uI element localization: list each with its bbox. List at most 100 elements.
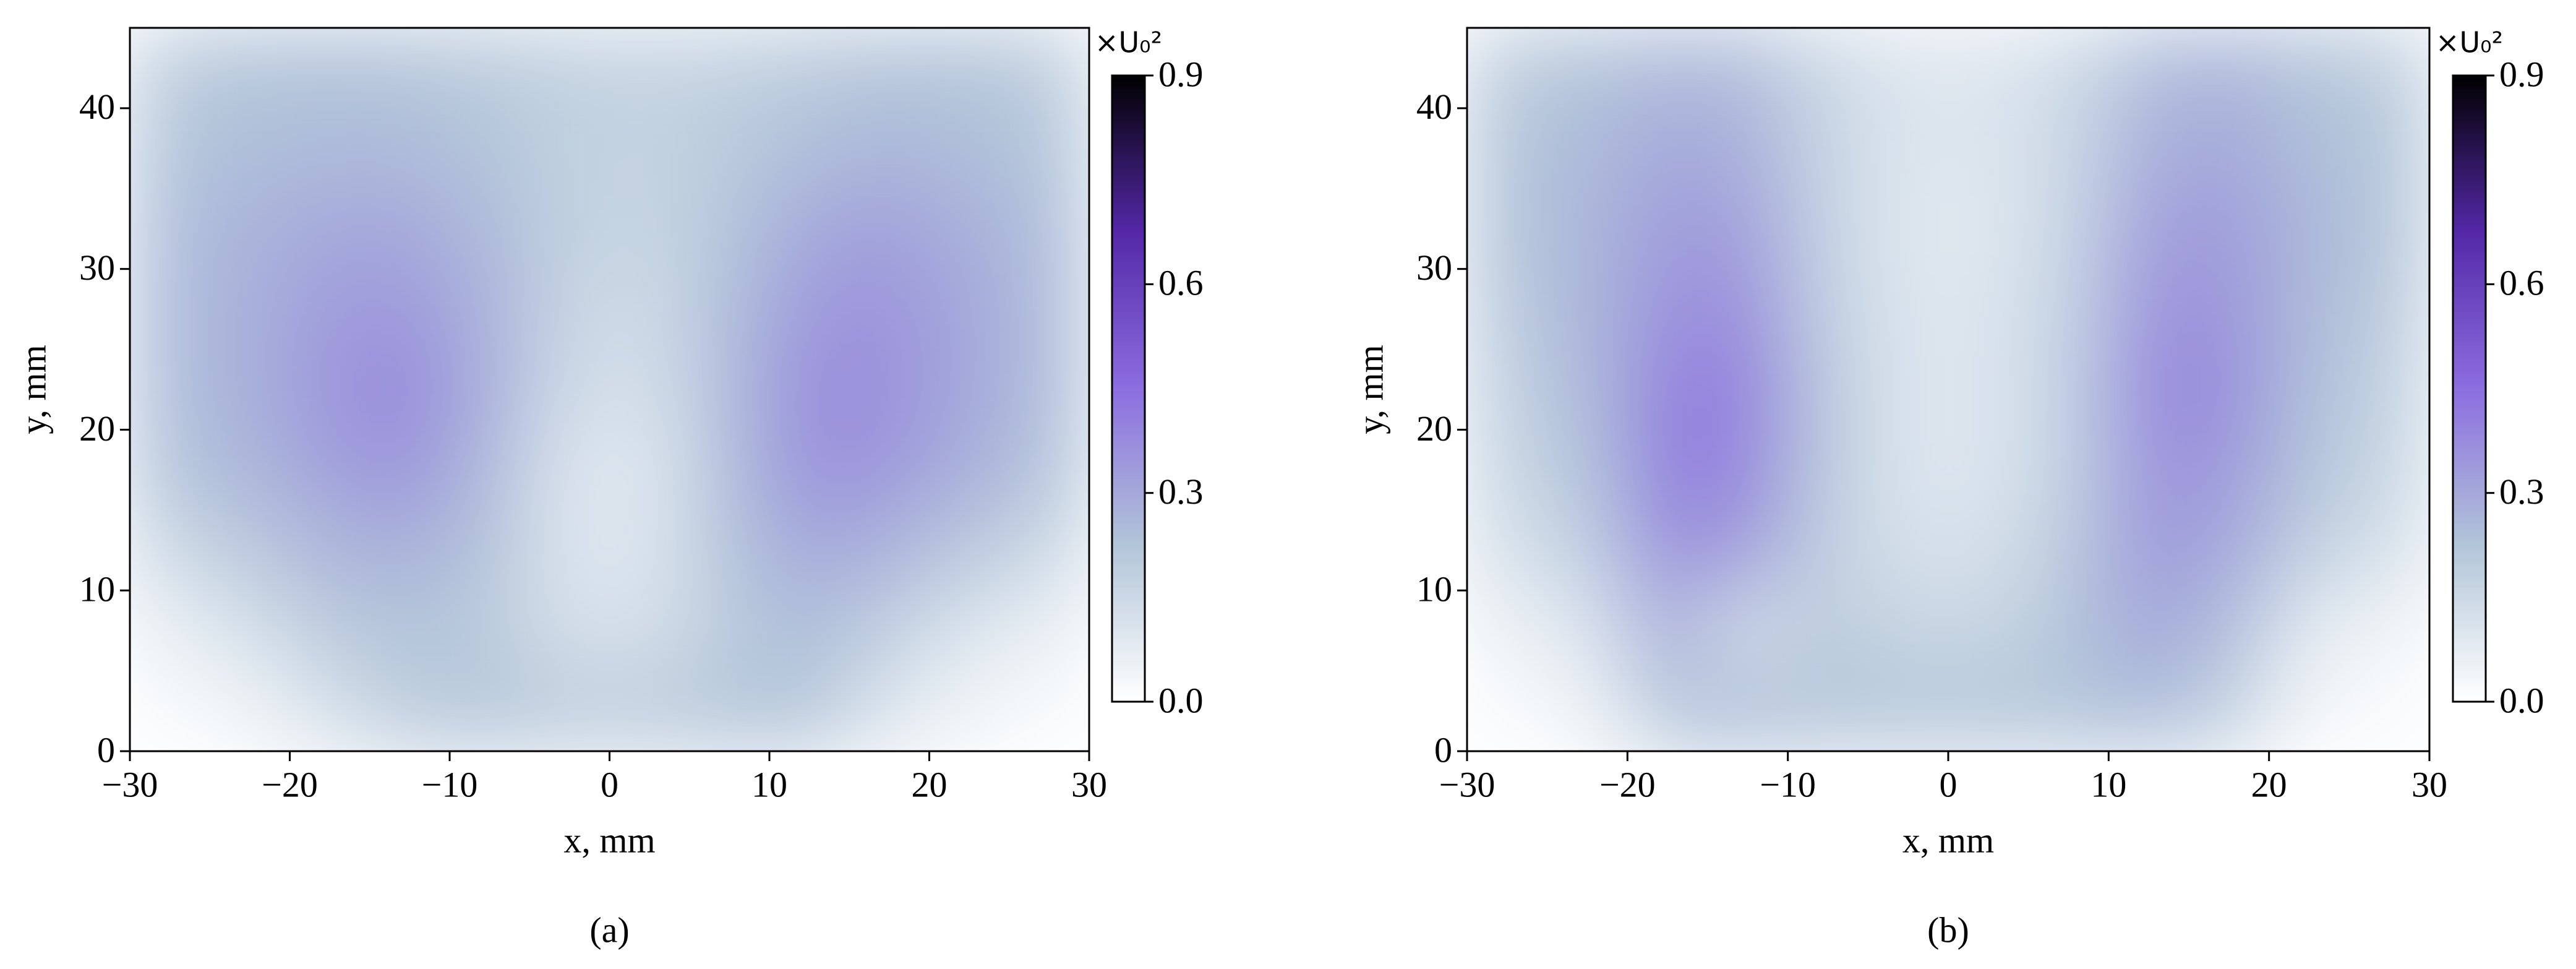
heatmap-cell <box>1546 590 1628 672</box>
heatmap-cell <box>449 429 531 511</box>
heatmap-cell <box>1467 590 1548 672</box>
heatmap-cell <box>1546 107 1628 189</box>
heatmap-cell <box>1546 28 1628 109</box>
heatmap-cell <box>369 268 450 350</box>
heatmap-cell <box>1008 429 1089 511</box>
x-tick-label: 30 <box>2411 764 2447 804</box>
heatmap-cell <box>369 107 450 189</box>
heatmap-cell <box>1787 107 1869 189</box>
heatmap-cell <box>130 107 211 189</box>
heatmap-cell <box>2268 429 2350 511</box>
heatmap-cell <box>209 348 291 431</box>
heatmap-cell <box>449 509 531 592</box>
heatmap-cell <box>289 28 370 109</box>
heatmap-cell <box>449 268 531 350</box>
heatmap-cell <box>609 590 690 672</box>
heatmap-cell <box>688 590 770 672</box>
heatmap-cell <box>688 429 770 511</box>
heatmap-cell <box>688 268 770 350</box>
heatmap-cell <box>2108 670 2189 751</box>
heatmap-cell <box>2348 509 2429 592</box>
heatmap-cell <box>2188 28 2270 109</box>
heatmap-cell <box>1627 429 1708 511</box>
heatmap-cell <box>289 429 370 511</box>
heatmap-cell <box>769 268 850 350</box>
heatmap-cell <box>769 670 850 751</box>
heatmap-cell <box>1867 107 1949 189</box>
heatmap-cell <box>1627 268 1708 350</box>
heatmap-cell <box>2027 268 2110 350</box>
panel-label: (b) <box>1927 910 1969 950</box>
heatmap-cell <box>2188 187 2270 270</box>
heatmap-cell <box>1627 107 1708 189</box>
heatmap-cell <box>1008 670 1089 751</box>
heatmap-cell <box>449 670 531 751</box>
x-tick-label: 0 <box>601 764 618 804</box>
heatmap-cell <box>849 429 930 511</box>
heatmap-cell <box>529 107 610 189</box>
heatmap-cell <box>849 268 930 350</box>
heatmap-cell <box>369 670 450 751</box>
heatmap-cell <box>2027 590 2110 672</box>
heatmap-cell <box>2268 348 2350 431</box>
y-tick-label: 0 <box>97 730 115 770</box>
x-tick-label: −20 <box>1599 764 1656 804</box>
heatmap-cell <box>609 429 690 511</box>
heatmap-cell <box>1948 187 2029 270</box>
heatmap-cell <box>1867 509 1949 592</box>
heatmap-cell <box>1467 187 1548 270</box>
heatmap-cell <box>2348 187 2429 270</box>
heatmap-cell <box>449 107 531 189</box>
heatmap-cell <box>1787 590 1869 672</box>
heatmap-cell <box>2348 429 2429 511</box>
heatmap-cell <box>1948 107 2029 189</box>
heatmap-cell <box>1467 348 1548 431</box>
heatmap-cell <box>1546 187 1628 270</box>
heatmap-cell <box>1546 348 1628 431</box>
x-tick-label: 20 <box>2251 764 2287 804</box>
heatmap-cell <box>369 187 450 270</box>
heatmap-cell <box>449 187 531 270</box>
heatmap-cell <box>1787 348 1869 431</box>
panel-label: (a) <box>589 910 629 950</box>
x-axis-label: x, mm <box>563 820 655 860</box>
heatmap-cell <box>1008 590 1089 672</box>
heatmap-cell <box>1467 429 1548 511</box>
heatmap-cell <box>1627 28 1708 109</box>
colorbar-tick-label: 0.3 <box>1158 472 1204 512</box>
x-tick-label: −30 <box>1439 764 1496 804</box>
heatmap-cell <box>1467 509 1548 592</box>
colorbar <box>2452 74 2487 703</box>
heatmap-cell <box>928 509 1010 592</box>
heatmap-cell <box>769 509 850 592</box>
heatmap-cell <box>209 268 291 350</box>
x-tick-label: 10 <box>2090 764 2126 804</box>
colorbar-tick-label: 0.0 <box>1158 680 1204 720</box>
heatmap-cell <box>1546 670 1628 751</box>
heatmap-cell <box>2348 670 2429 751</box>
heatmap-cell <box>130 670 211 751</box>
heatmap-cell <box>289 107 370 189</box>
heatmap-cell <box>449 28 531 109</box>
heatmap-cell <box>1467 670 1548 751</box>
heatmap-cell <box>529 590 610 672</box>
heatmap-cell <box>1627 509 1708 592</box>
colorbar-tick-label: 0.9 <box>1158 54 1204 94</box>
heatmap-cell <box>529 348 610 431</box>
heatmap-cell <box>2268 268 2350 350</box>
heatmap-cell <box>1948 268 2029 350</box>
heatmap-cell <box>130 187 211 270</box>
heatmap-cell <box>2027 187 2110 270</box>
heatmap-cell <box>1627 187 1708 270</box>
heatmap-cell <box>209 590 291 672</box>
heatmap-cell <box>688 107 770 189</box>
heatmap-field <box>1467 28 2429 751</box>
heatmap-cell <box>2027 28 2110 109</box>
heatmap-cell <box>1707 187 1789 270</box>
heatmap-cell <box>2268 509 2350 592</box>
heatmap-cell <box>1787 28 1869 109</box>
heatmap-cell <box>209 429 291 511</box>
heatmap-cell <box>369 28 450 109</box>
heatmap-cell <box>609 509 690 592</box>
